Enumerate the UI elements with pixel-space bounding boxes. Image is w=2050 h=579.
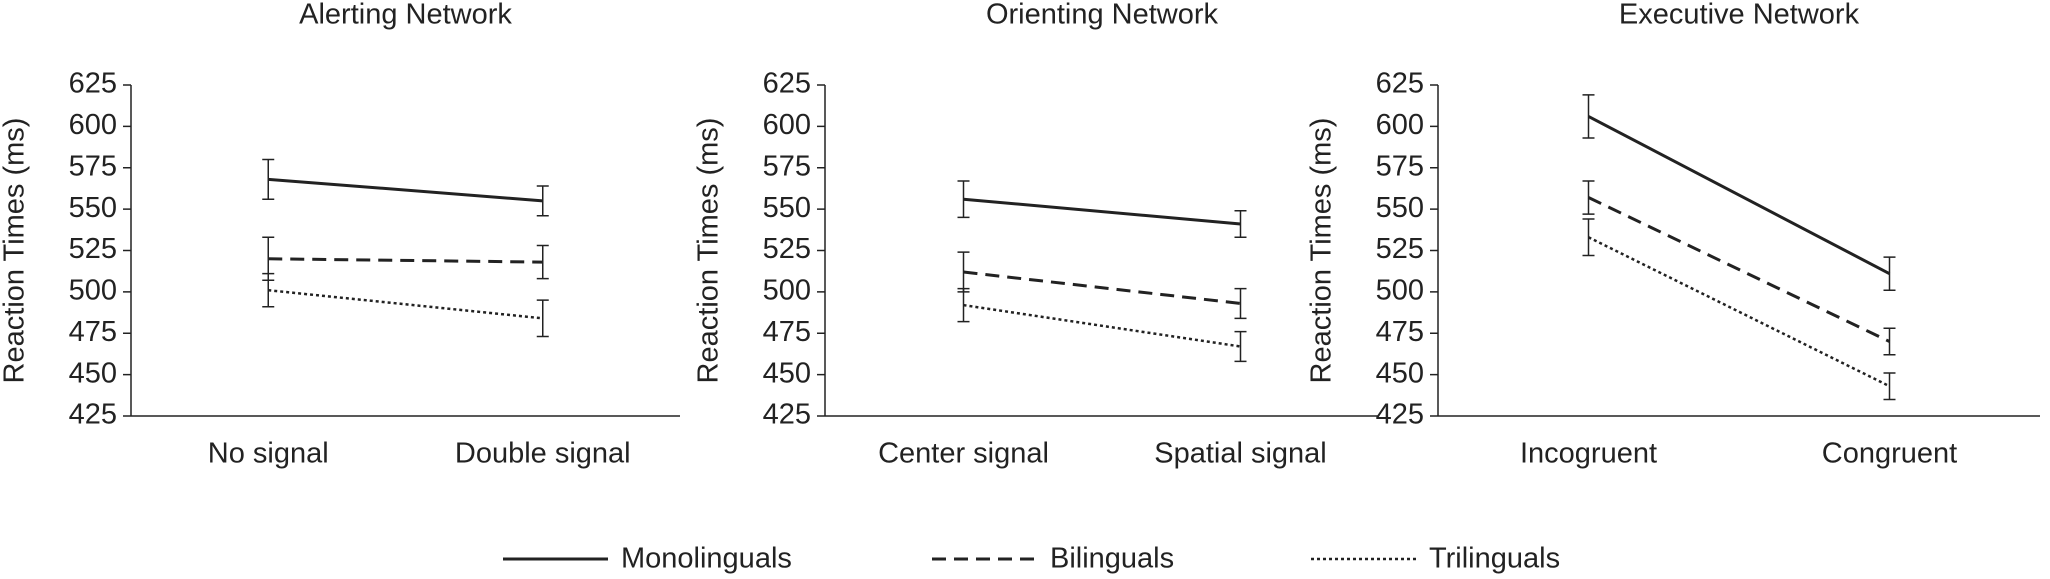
series-line [268, 257, 543, 264]
y-tick-label: 500 [69, 275, 117, 307]
y-tick-label: 550 [1376, 192, 1424, 224]
y-tick-label: 500 [1376, 275, 1424, 307]
x-tick-label: Double signal [455, 438, 631, 470]
y-tick-label: 625 [763, 68, 811, 100]
y-tick-label: 550 [763, 192, 811, 224]
y-tick-label: 625 [1376, 68, 1424, 100]
series-line [268, 177, 543, 203]
error-bar [1582, 94, 1595, 139]
y-tick-label: 450 [763, 357, 811, 389]
series-line [963, 303, 1241, 348]
y-tick-label: 600 [763, 109, 811, 141]
x-tick-label: Center signal [878, 438, 1049, 470]
y-tick-label: 600 [1376, 109, 1424, 141]
legend-label: Monolinguals [621, 543, 792, 575]
chart-title: Executive Network [1619, 0, 1860, 31]
y-tick-label: 625 [69, 68, 117, 100]
y-tick-label: 425 [69, 399, 117, 431]
x-tick-label: Spatial signal [1154, 438, 1327, 470]
error-bar [1582, 218, 1595, 257]
series-line [963, 270, 1241, 305]
y-tick-label: 475 [763, 316, 811, 348]
x-tick-label: Congruent [1822, 438, 1957, 470]
error-bar [957, 287, 970, 323]
series-line [1587, 115, 1891, 275]
y-axis-label: Reaction Times (ms) [693, 118, 725, 384]
y-tick-label: 525 [69, 233, 117, 265]
legend-label: Trilinguals [1429, 543, 1560, 575]
y-tick-label: 425 [763, 399, 811, 431]
x-tick-label: No signal [208, 438, 329, 470]
y-tick-label: 575 [1376, 150, 1424, 182]
error-bar [536, 244, 549, 280]
chart-title: Orienting Network [986, 0, 1219, 31]
y-tick-label: 450 [1376, 357, 1424, 389]
y-tick-label: 575 [69, 150, 117, 182]
error-bar [1883, 327, 1896, 356]
y-axis-label: Reaction Times (ms) [0, 118, 31, 384]
series-line [1587, 236, 1891, 388]
legend-label: Bilinguals [1050, 543, 1174, 575]
error-bar [1234, 287, 1247, 320]
error-bar [536, 185, 549, 217]
error-bar [1883, 256, 1896, 291]
error-bar [262, 272, 275, 308]
error-bar [1582, 180, 1595, 215]
y-tick-label: 600 [69, 109, 117, 141]
y-tick-label: 550 [69, 192, 117, 224]
y-tick-label: 425 [1376, 399, 1424, 431]
error-bar [957, 180, 970, 219]
error-bar [536, 299, 549, 338]
error-bar [1234, 210, 1247, 239]
error-bar [1883, 372, 1896, 401]
y-tick-label: 475 [1376, 316, 1424, 348]
x-tick-label: Incogruent [1520, 438, 1657, 470]
y-tick-label: 575 [763, 150, 811, 182]
error-bar [262, 158, 275, 200]
y-tick-label: 450 [69, 357, 117, 389]
error-bar [1234, 330, 1247, 363]
series-line [1587, 196, 1891, 343]
y-tick-label: 525 [1376, 233, 1424, 265]
y-tick-label: 525 [763, 233, 811, 265]
y-tick-label: 500 [763, 275, 811, 307]
series-line [268, 288, 543, 320]
y-axis-label: Reaction Times (ms) [1306, 118, 1338, 384]
chart-title: Alerting Network [299, 0, 512, 31]
series-line [963, 197, 1241, 226]
y-tick-label: 475 [69, 316, 117, 348]
